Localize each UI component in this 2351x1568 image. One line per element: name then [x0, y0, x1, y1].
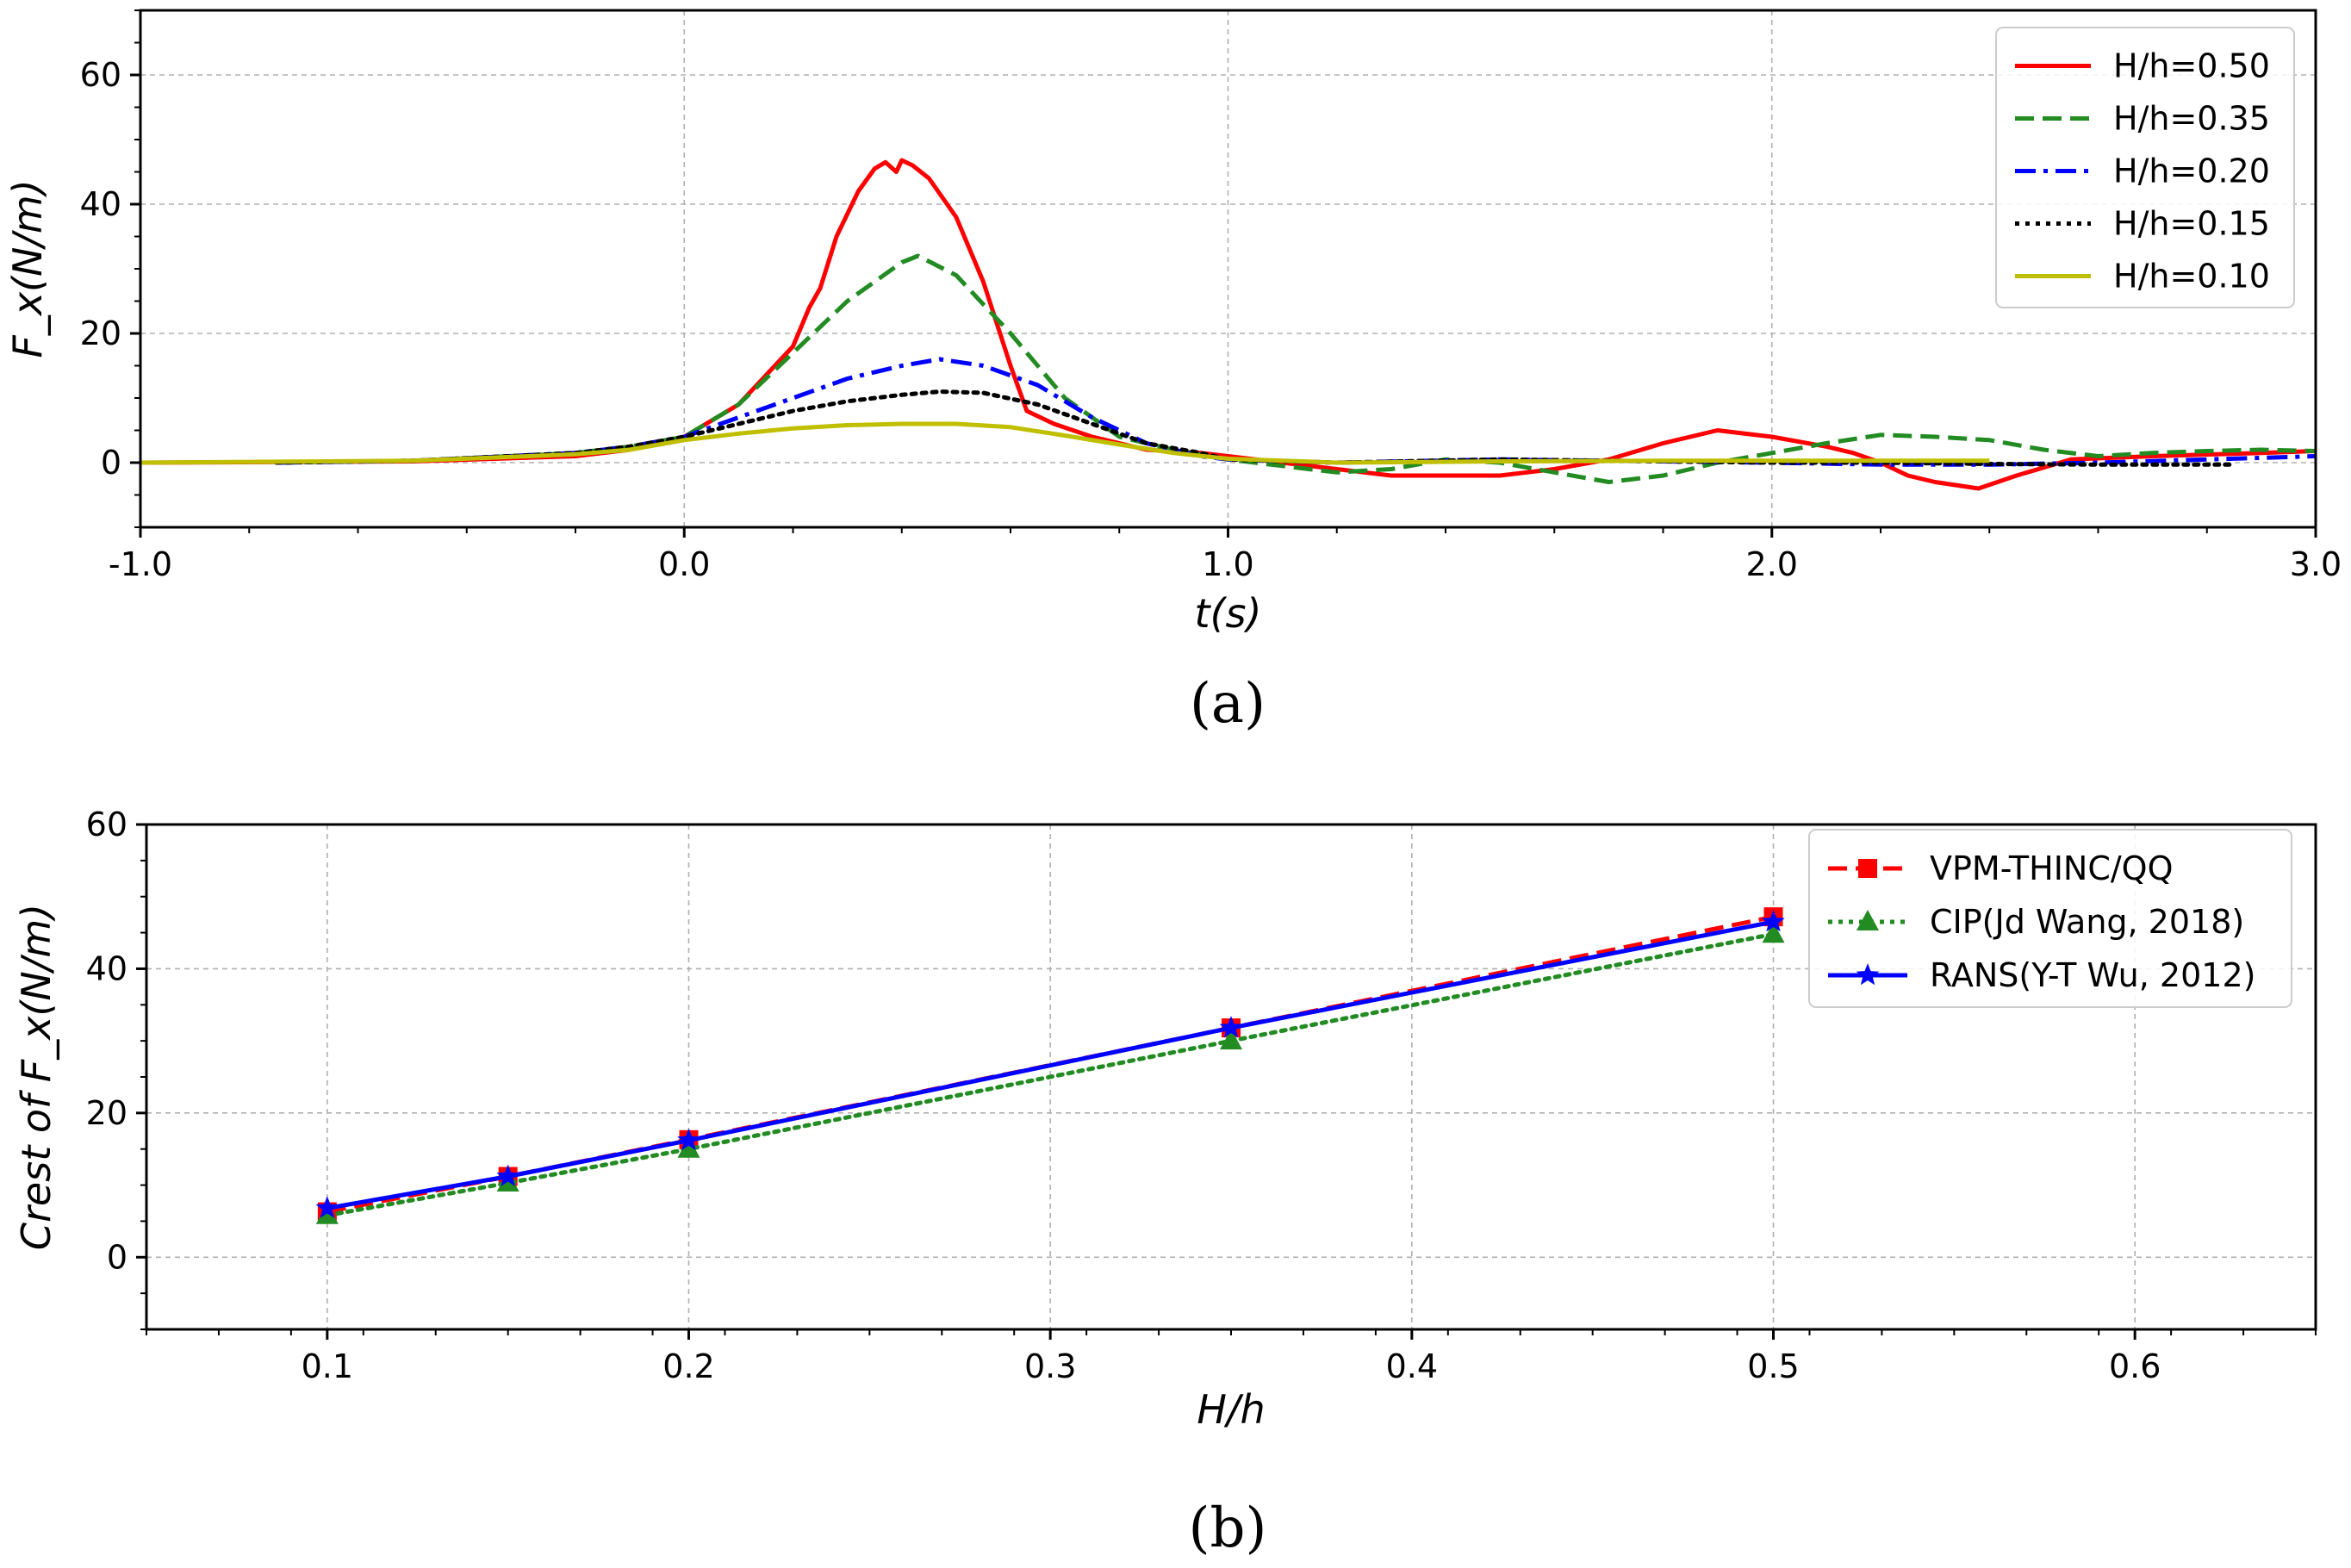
data-point-b-1 — [677, 1136, 700, 1158]
x-tick-label-b: 0.3 — [1024, 1347, 1076, 1385]
y-tick-label-b: 60 — [86, 806, 128, 843]
legend-marker-b-2 — [1856, 963, 1880, 986]
data-point-b-2 — [677, 1128, 700, 1150]
x-axis-label-b: H/h — [1197, 1386, 1265, 1433]
data-point-b-1 — [315, 1203, 339, 1224]
x-tick-label-a: 3.0 — [2290, 545, 2342, 583]
data-point-b-2 — [1762, 910, 1785, 932]
x-tick-label-b: 0.2 — [662, 1347, 714, 1385]
y-tick-label-a: 60 — [80, 56, 121, 94]
y-axis-label-a: F_x(N/m) — [4, 179, 51, 358]
x-tick-label-b: 0.6 — [2109, 1347, 2161, 1385]
legend-label-b-1: CIP(Jd Wang, 2018) — [1930, 903, 2244, 941]
y-tick-label-b: 0 — [107, 1238, 128, 1276]
ticks-a: -1.0 0.0 1.0 2.0 3.0 0 20 40 60 — [80, 9, 2342, 583]
caption-a: (a) — [1190, 672, 1266, 736]
caption-b: (b) — [1189, 1496, 1267, 1560]
series-line-a-1 — [276, 253, 2317, 484]
data-point-b-1 — [1220, 1029, 1242, 1050]
y-tick-label-b: 20 — [86, 1094, 128, 1132]
legend-label-a-0: H/h=0.50 — [2113, 47, 2270, 85]
legend-label-a-1: H/h=0.35 — [2113, 100, 2270, 138]
x-axis-label-a: t(s) — [1195, 590, 1262, 637]
data-point-b-1 — [1762, 922, 1785, 943]
legend-b: VPM-THINC/QQ CIP(Jd Wang, 2018) RANS(Y-T W… — [1808, 829, 2292, 1008]
legend-marker-b-1 — [1857, 910, 1879, 930]
legend-box-b — [1808, 829, 2292, 1008]
y-tick-label-b: 40 — [86, 949, 128, 987]
series-a — [140, 158, 2317, 491]
series-b — [315, 907, 1785, 1224]
y-tick-label-a: 0 — [101, 444, 121, 482]
x-tick-label-b: 0.1 — [302, 1347, 353, 1385]
ticks-b: 0.1 0.2 0.3 0.4 0.5 0.6 0 20 40 60 — [86, 806, 2317, 1385]
series-line-a-4 — [140, 421, 1990, 465]
legend-label-a-3: H/h=0.15 — [2113, 205, 2270, 243]
data-point-b-2 — [315, 1196, 339, 1218]
panel-b: 0.1 0.2 0.3 0.4 0.5 0.6 0 20 40 60 H/h Crest of F… — [13, 806, 2317, 1560]
x-tick-label-b: 0.4 — [1386, 1347, 1438, 1385]
legend-label-b-0: VPM-THINC/QQ — [1930, 849, 2174, 887]
data-point-b-2 — [1219, 1016, 1243, 1038]
series-line-b-2 — [327, 919, 1774, 1210]
series-line-a-2 — [276, 357, 2317, 467]
legend-label-a-2: H/h=0.20 — [2113, 152, 2270, 190]
x-tick-label-a: 1.0 — [1202, 545, 1253, 583]
x-tick-label-a: 2.0 — [1746, 545, 1798, 583]
data-point-b-2 — [496, 1164, 519, 1186]
x-tick-label-b: 0.5 — [1747, 1347, 1799, 1385]
legend-label-a-4: H/h=0.10 — [2113, 258, 2270, 296]
legend-box-a — [1995, 27, 2295, 308]
y-axis-label-b: Crest of F_x(N/m) — [13, 904, 59, 1250]
x-tick-label-a: 0.0 — [658, 545, 710, 583]
legend-a: H/h=0.50 H/h=0.35 H/h=0.20 H/h=0.15 H/h=0.10 — [1995, 27, 2295, 308]
legend-label-b-2: RANS(Y-T Wu, 2012) — [1930, 956, 2255, 994]
panel-a: -1.0 0.0 1.0 2.0 3.0 0 20 40 60 t(s) F_x(N/m) H/… — [4, 9, 2342, 736]
y-tick-label-a: 20 — [80, 314, 121, 352]
x-tick-label-a: -1.0 — [109, 545, 172, 583]
grid-a — [140, 10, 2317, 527]
series-line-a-3 — [274, 389, 2236, 467]
y-tick-label-a: 40 — [80, 185, 121, 223]
legend-marker-b-0 — [1858, 859, 1877, 878]
